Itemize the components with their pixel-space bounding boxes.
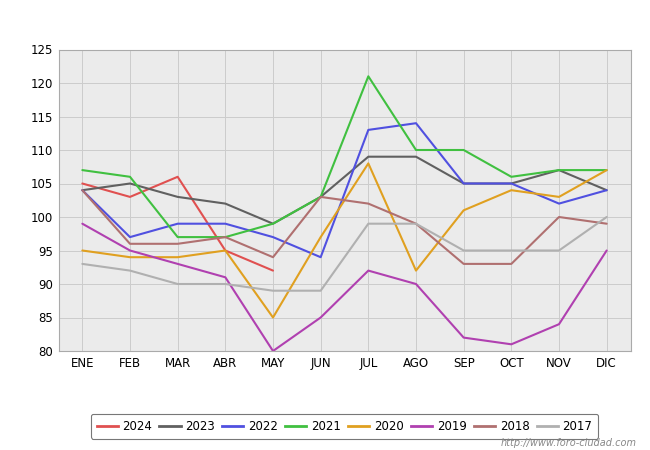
Text: Afiliados en Bejís a 31/5/2024: Afiliados en Bejís a 31/5/2024	[202, 11, 448, 30]
Legend: 2024, 2023, 2022, 2021, 2020, 2019, 2018, 2017: 2024, 2023, 2022, 2021, 2020, 2019, 2018…	[90, 414, 599, 439]
Text: http://www.foro-ciudad.com: http://www.foro-ciudad.com	[501, 438, 637, 448]
